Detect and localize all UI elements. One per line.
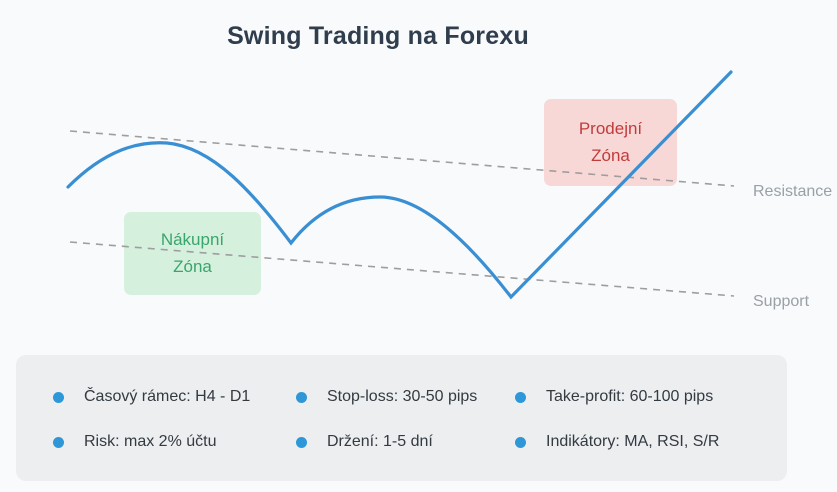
bullet-icon (53, 436, 64, 448)
list-item-takeprofit: Take-profit: 60-100 pips (515, 385, 787, 409)
list-item-indicators: Indikátory: MA, RSI, S/R (515, 430, 787, 454)
list-item-holding: Držení: 1-5 dní (296, 430, 515, 454)
support-label: Support (753, 293, 810, 310)
bullet-icon (515, 391, 526, 403)
resistance-label: Resistance (753, 183, 833, 200)
list-item-risk: Risk: max 2% účtu (53, 430, 296, 454)
buy-zone-box (124, 212, 261, 295)
buy-zone-label: Nákupní Zóna (160, 230, 225, 276)
price-line (66, 70, 733, 300)
bullet-icon (296, 391, 307, 403)
list-item-timeframe: Časový rámec: H4 - D1 (53, 385, 296, 409)
list-item-stoploss: Stop-loss: 30-50 pips (296, 385, 515, 409)
bullet-icon (53, 391, 64, 403)
bullet-icon (296, 436, 307, 448)
list-item-label: Držení: 1-5 dní (327, 433, 433, 450)
page-title: Swing Trading na Forexu (227, 22, 529, 50)
sell-zone-label: Prodejní Zóna (578, 119, 643, 165)
list-item-label: Stop-loss: 30-50 pips (327, 388, 478, 405)
info-panel: Časový rámec: H4 - D1 Stop-loss: 30-50 p… (16, 355, 787, 481)
list-item-label: Risk: max 2% účtu (84, 433, 217, 450)
list-item-label: Indikátory: MA, RSI, S/R (546, 433, 720, 450)
list-item-label: Časový rámec: H4 - D1 (84, 388, 251, 405)
bullet-icon (515, 436, 526, 448)
list-item-label: Take-profit: 60-100 pips (546, 388, 714, 405)
